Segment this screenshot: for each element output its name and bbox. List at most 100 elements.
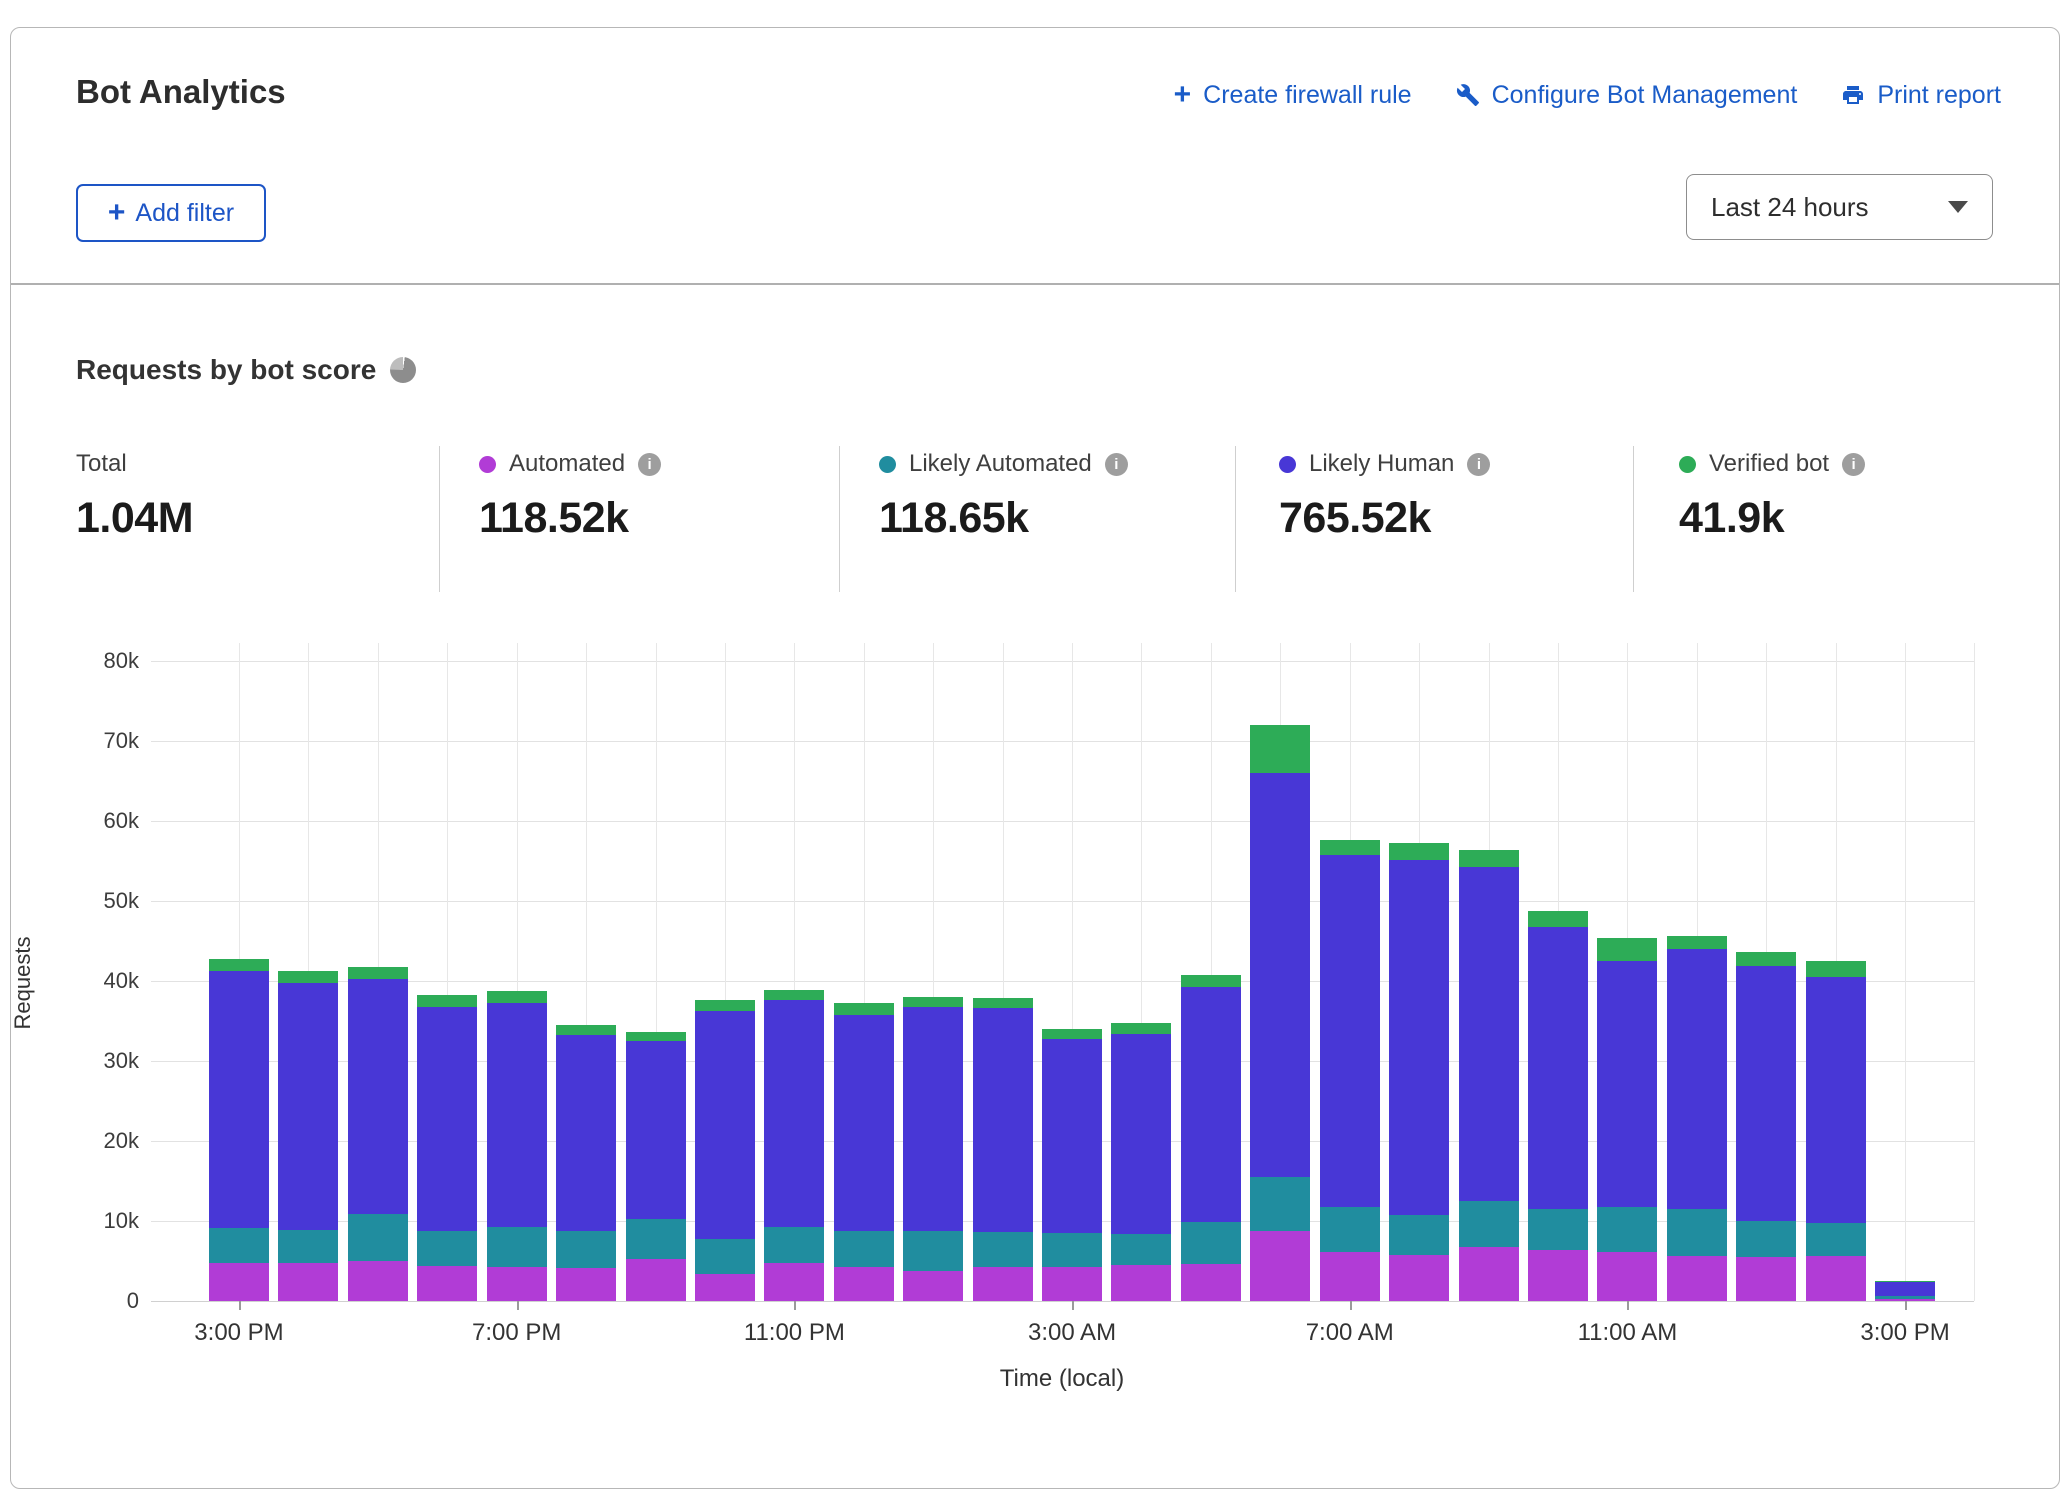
bar-segment-likely-human[interactable] (1459, 867, 1519, 1201)
bar-segment-likely-human[interactable] (1875, 1282, 1935, 1296)
bar-segment-verified-bot[interactable] (1806, 961, 1866, 977)
bar-segment-automated[interactable] (1806, 1256, 1866, 1301)
bar-segment-automated[interactable] (209, 1263, 269, 1301)
bar-segment-likely-automated[interactable] (1389, 1215, 1449, 1254)
bar-segment-likely-automated[interactable] (1320, 1207, 1380, 1253)
bar-segment-likely-automated[interactable] (417, 1231, 477, 1266)
bar-segment-automated[interactable] (834, 1267, 894, 1301)
bar-segment-likely-automated[interactable] (556, 1231, 616, 1269)
bar-segment-verified-bot[interactable] (1181, 975, 1241, 987)
bar-segment-verified-bot[interactable] (278, 971, 338, 983)
bar-segment-automated[interactable] (1250, 1231, 1310, 1301)
bar-segment-likely-human[interactable] (487, 1003, 547, 1226)
bar-segment-automated[interactable] (348, 1261, 408, 1301)
bar-segment-likely-human[interactable] (417, 1007, 477, 1230)
bar-segment-likely-human[interactable] (209, 971, 269, 1229)
bar-segment-likely-automated[interactable] (1875, 1296, 1935, 1298)
bar-segment-likely-human[interactable] (834, 1015, 894, 1231)
bar-segment-likely-human[interactable] (903, 1007, 963, 1231)
bar-segment-verified-bot[interactable] (1667, 936, 1727, 949)
bar-segment-automated[interactable] (417, 1266, 477, 1301)
bar-segment-likely-automated[interactable] (764, 1227, 824, 1263)
bar-segment-likely-automated[interactable] (348, 1214, 408, 1261)
bar-segment-likely-human[interactable] (1181, 987, 1241, 1221)
bar-segment-automated[interactable] (1320, 1252, 1380, 1301)
bar-segment-likely-human[interactable] (1320, 855, 1380, 1207)
bar-segment-likely-automated[interactable] (903, 1231, 963, 1271)
bar-segment-automated[interactable] (764, 1263, 824, 1301)
y-tick-label: 80k (69, 648, 139, 674)
bar-segment-likely-human[interactable] (1597, 961, 1657, 1207)
bar-segment-likely-human[interactable] (556, 1035, 616, 1231)
bar-segment-likely-human[interactable] (1042, 1039, 1102, 1233)
bar-segment-likely-automated[interactable] (487, 1227, 547, 1267)
bar-segment-verified-bot[interactable] (556, 1025, 616, 1035)
bar-segment-likely-human[interactable] (626, 1041, 686, 1219)
bar-segment-automated[interactable] (278, 1263, 338, 1301)
bar-segment-likely-automated[interactable] (1459, 1201, 1519, 1247)
bar-segment-likely-automated[interactable] (278, 1230, 338, 1264)
bar-segment-likely-human[interactable] (1806, 977, 1866, 1223)
bar-segment-verified-bot[interactable] (903, 997, 963, 1007)
bar-segment-automated[interactable] (1042, 1267, 1102, 1301)
bar-segment-likely-automated[interactable] (1042, 1233, 1102, 1267)
bar-segment-likely-human[interactable] (348, 979, 408, 1213)
bar-segment-automated[interactable] (556, 1268, 616, 1301)
bar-segment-automated[interactable] (1597, 1252, 1657, 1301)
bar-segment-automated[interactable] (1111, 1265, 1171, 1301)
bar-segment-likely-human[interactable] (1528, 927, 1588, 1209)
bar-segment-likely-automated[interactable] (626, 1219, 686, 1260)
bar-segment-automated[interactable] (487, 1267, 547, 1301)
bar-segment-verified-bot[interactable] (209, 959, 269, 970)
bar-segment-likely-automated[interactable] (209, 1228, 269, 1263)
bar-segment-automated[interactable] (973, 1267, 1033, 1301)
bar-segment-likely-human[interactable] (1736, 966, 1796, 1221)
bar-segment-verified-bot[interactable] (1389, 843, 1449, 860)
bar-segment-likely-automated[interactable] (1736, 1221, 1796, 1257)
bar-segment-likely-human[interactable] (695, 1011, 755, 1239)
bar-segment-verified-bot[interactable] (1042, 1029, 1102, 1039)
bar-segment-likely-human[interactable] (764, 1000, 824, 1227)
bar-segment-automated[interactable] (1528, 1250, 1588, 1301)
bar-segment-automated[interactable] (1736, 1257, 1796, 1301)
bar-segment-verified-bot[interactable] (417, 995, 477, 1007)
bar-segment-automated[interactable] (1459, 1247, 1519, 1301)
bar-segment-automated[interactable] (626, 1259, 686, 1301)
bar-segment-likely-automated[interactable] (1597, 1207, 1657, 1252)
bar-segment-likely-human[interactable] (1667, 949, 1727, 1209)
bar-segment-verified-bot[interactable] (1250, 725, 1310, 773)
bar-segment-likely-automated[interactable] (834, 1231, 894, 1267)
bar-segment-verified-bot[interactable] (834, 1003, 894, 1015)
bar-segment-automated[interactable] (1667, 1256, 1727, 1301)
bar-segment-verified-bot[interactable] (1736, 952, 1796, 966)
bar-segment-automated[interactable] (1181, 1264, 1241, 1301)
bar-segment-verified-bot[interactable] (1459, 850, 1519, 867)
bar-segment-likely-automated[interactable] (973, 1232, 1033, 1266)
bar-segment-likely-human[interactable] (1250, 773, 1310, 1177)
bar-segment-verified-bot[interactable] (1320, 840, 1380, 854)
bar-segment-likely-automated[interactable] (1111, 1234, 1171, 1265)
bar-segment-likely-human[interactable] (1389, 860, 1449, 1215)
bar-segment-likely-human[interactable] (278, 983, 338, 1229)
bar-segment-likely-human[interactable] (973, 1008, 1033, 1232)
bar-segment-likely-automated[interactable] (1667, 1209, 1727, 1256)
bar-segment-automated[interactable] (695, 1274, 755, 1301)
bar-segment-automated[interactable] (1389, 1255, 1449, 1301)
bar-segment-verified-bot[interactable] (487, 991, 547, 1003)
bar-segment-automated[interactable] (903, 1271, 963, 1301)
bar-segment-likely-automated[interactable] (1806, 1223, 1866, 1256)
bar-segment-likely-automated[interactable] (1181, 1222, 1241, 1264)
bar-segment-verified-bot[interactable] (1111, 1023, 1171, 1033)
bar-segment-verified-bot[interactable] (1528, 911, 1588, 927)
bar-segment-verified-bot[interactable] (764, 990, 824, 1000)
bar-segment-likely-automated[interactable] (1528, 1209, 1588, 1250)
bar-segment-verified-bot[interactable] (1597, 938, 1657, 961)
bar-segment-verified-bot[interactable] (348, 967, 408, 979)
bar-segment-verified-bot[interactable] (1875, 1281, 1935, 1282)
bar-segment-verified-bot[interactable] (695, 1000, 755, 1011)
bar-segment-likely-human[interactable] (1111, 1034, 1171, 1234)
bar-segment-verified-bot[interactable] (973, 998, 1033, 1008)
bar-segment-likely-automated[interactable] (1250, 1177, 1310, 1231)
bar-segment-verified-bot[interactable] (626, 1032, 686, 1041)
bar-segment-likely-automated[interactable] (695, 1239, 755, 1273)
